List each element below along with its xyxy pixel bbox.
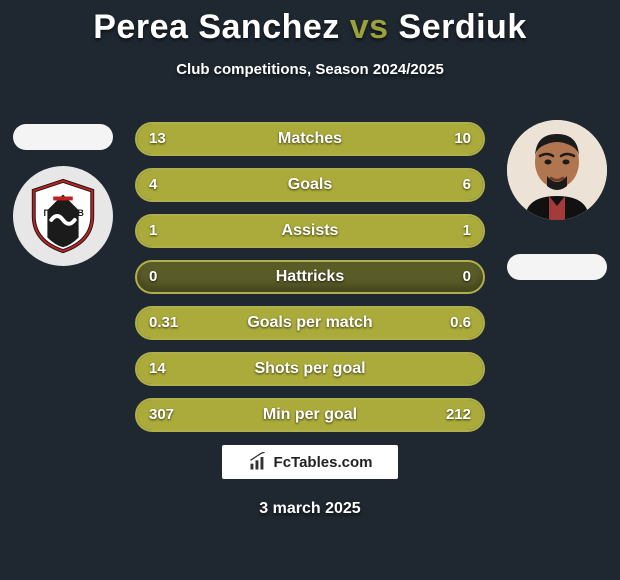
stat-label: Assists	[137, 216, 483, 246]
stats-panel: 1310Matches 46Goals 11Assists 00Hattricks 0.…	[135, 122, 485, 444]
stat-row: 14Shots per goal	[135, 352, 485, 386]
stat-label: Min per goal	[137, 400, 483, 430]
stat-label: Shots per goal	[137, 354, 483, 384]
avatar-photo-icon	[507, 120, 607, 220]
title-player1: Perea Sanchez	[93, 8, 340, 46]
stat-row: 307212Min per goal	[135, 398, 485, 432]
club-crest-icon: ПЛОВ ДИВ	[24, 177, 102, 255]
stat-row: 11Assists	[135, 214, 485, 248]
stat-row: 1310Matches	[135, 122, 485, 156]
left-player-column: ПЛОВ ДИВ	[8, 120, 118, 266]
stat-label: Goals per match	[137, 308, 483, 338]
chart-icon	[248, 452, 268, 472]
stat-row: 46Goals	[135, 168, 485, 202]
right-country-chip	[507, 254, 607, 280]
footer-site-badge[interactable]: FcTables.com	[222, 445, 398, 479]
footer-site-text: FcTables.com	[274, 454, 373, 471]
subtitle: Club competitions, Season 2024/2025	[0, 61, 620, 78]
comparison-title: Perea Sanchez vs Serdiuk	[0, 0, 620, 47]
stat-label: Matches	[137, 124, 483, 154]
footer-date: 3 march 2025	[0, 500, 620, 518]
title-vs: vs	[350, 8, 389, 46]
left-club-badge: ПЛОВ ДИВ	[13, 166, 113, 266]
title-player2: Serdiuk	[399, 8, 527, 46]
right-player-avatar	[507, 120, 607, 220]
stat-label: Hattricks	[137, 262, 483, 292]
right-player-column	[502, 120, 612, 280]
stat-row: 0.310.6Goals per match	[135, 306, 485, 340]
left-country-chip	[13, 124, 113, 150]
stat-label: Goals	[137, 170, 483, 200]
stat-row: 00Hattricks	[135, 260, 485, 294]
